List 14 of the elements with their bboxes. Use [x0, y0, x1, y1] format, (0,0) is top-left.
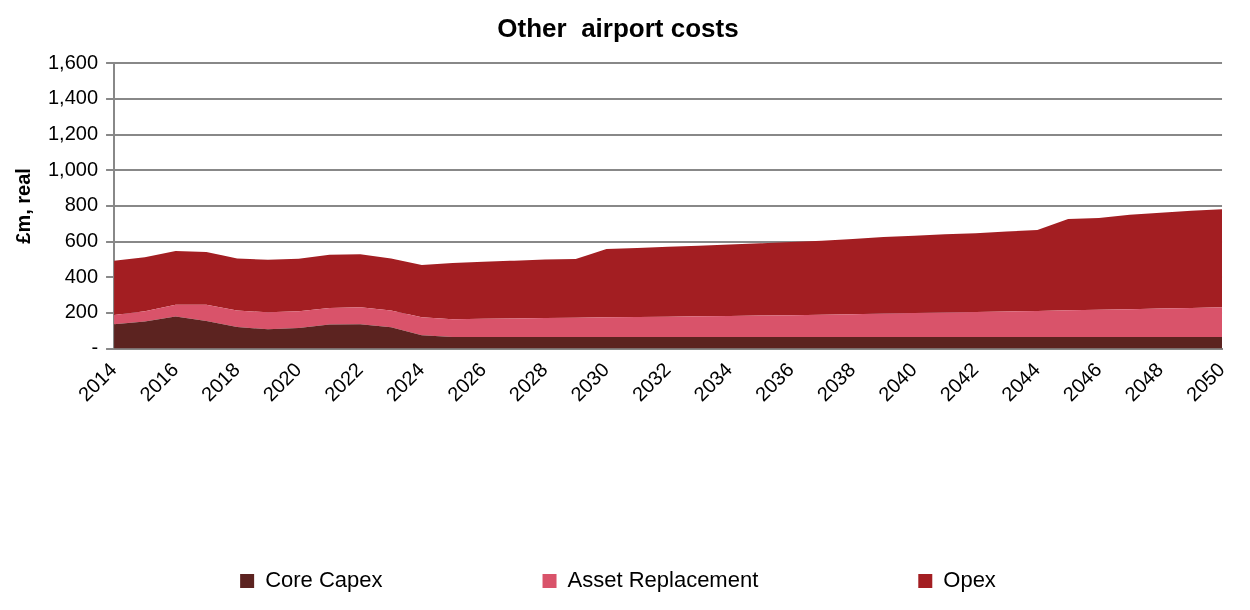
y-tick-label: - — [91, 336, 99, 359]
chart-title: Other airport costs — [497, 12, 739, 43]
y-tick-label: 600 — [64, 229, 99, 252]
y-tick-label: 1,600 — [47, 50, 99, 73]
legend-label: Asset Replacement — [567, 567, 759, 593]
y-axis-title: £m, real — [11, 168, 34, 244]
legend-label: Opex — [943, 567, 996, 593]
y-tick-label: 1,400 — [47, 86, 99, 109]
y-tick-label: 800 — [64, 193, 99, 216]
legend-label: Core Capex — [265, 567, 383, 593]
y-tick-label: 1,000 — [47, 157, 99, 180]
y-tick-label: 200 — [64, 300, 99, 323]
y-tick-label: 400 — [64, 264, 99, 287]
y-tick-label: 1,200 — [47, 122, 99, 145]
